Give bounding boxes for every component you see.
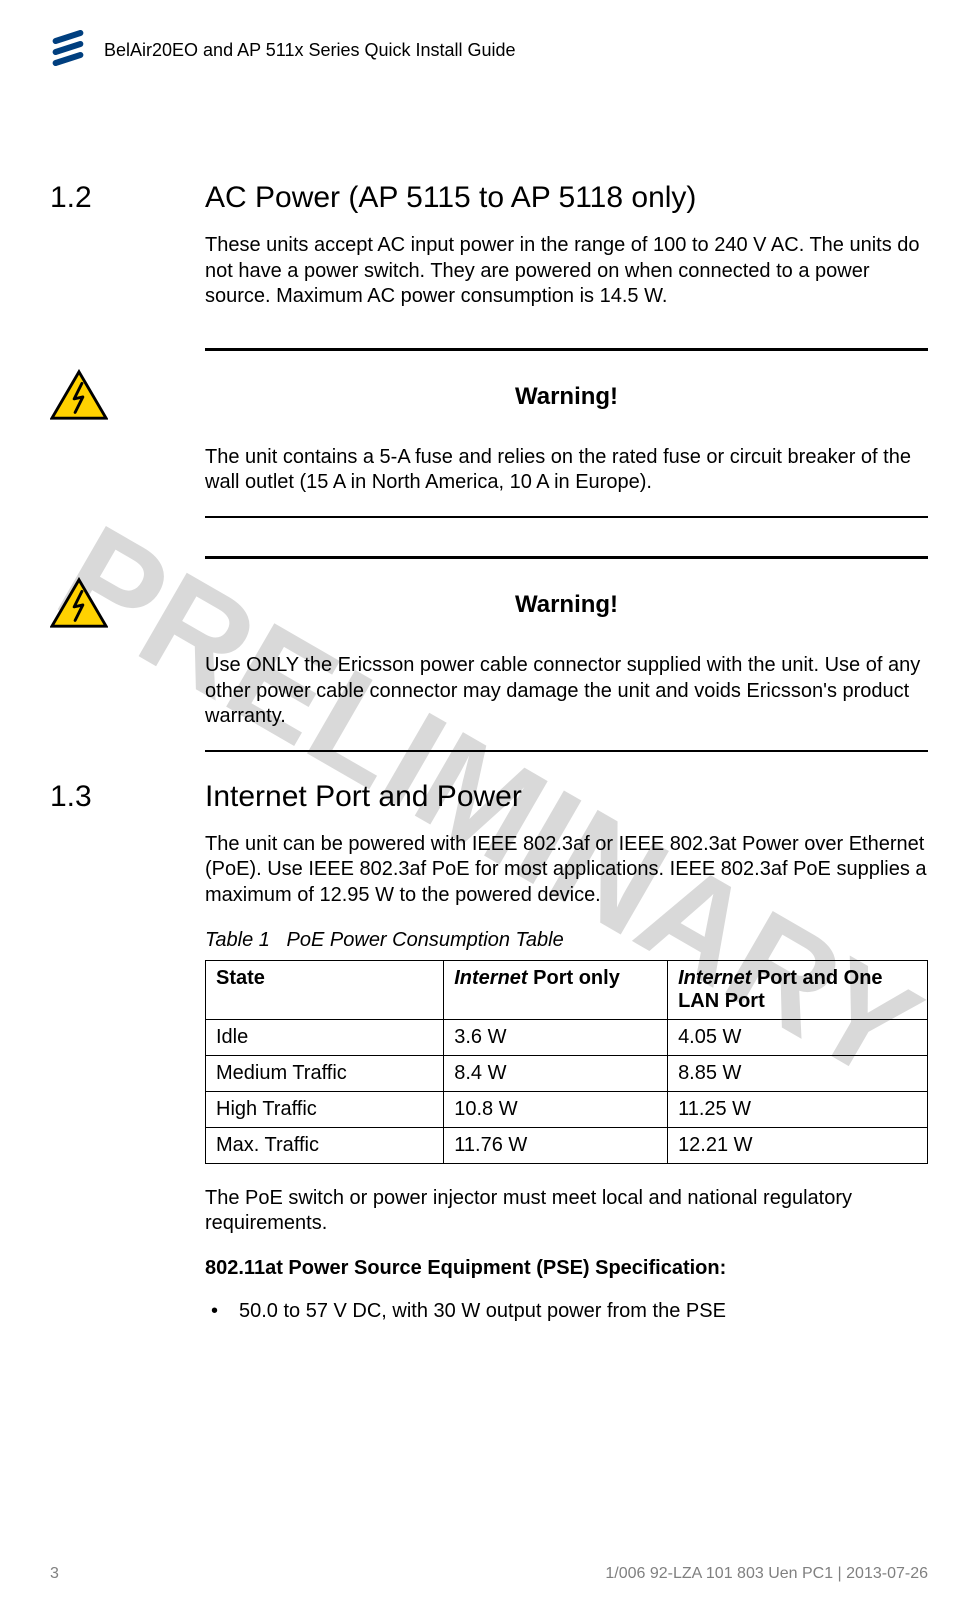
table-cell: 12.21 W bbox=[668, 1127, 928, 1163]
divider bbox=[205, 516, 928, 518]
section-number: 1.2 bbox=[50, 181, 205, 215]
list-item: 50.0 to 57 V DC, with 30 W output power … bbox=[205, 1298, 928, 1324]
table-cell: 3.6 W bbox=[444, 1019, 668, 1055]
table-caption: Table 1 PoE Power Consumption Table bbox=[205, 929, 928, 952]
table-cell: 4.05 W bbox=[668, 1019, 928, 1055]
table-row: Max. Traffic 11.76 W 12.21 W bbox=[206, 1127, 928, 1163]
divider bbox=[205, 556, 928, 559]
footer-sep: | bbox=[833, 1565, 846, 1582]
warning-triangle-icon bbox=[50, 577, 108, 629]
table-header-cell: State bbox=[206, 960, 444, 1019]
table-header-cell: Internet Port and One LAN Port bbox=[668, 960, 928, 1019]
page-header: BelAir20EO and AP 511x Series Quick Inst… bbox=[50, 30, 928, 71]
warning-label: Warning! bbox=[205, 383, 928, 411]
bullet-list: 50.0 to 57 V DC, with 30 W output power … bbox=[205, 1298, 928, 1324]
warning-row: Warning! The unit contains a 5-A fuse an… bbox=[50, 369, 928, 518]
pse-spec-heading: 802.11at Power Source Equipment (PSE) Sp… bbox=[205, 1257, 928, 1280]
page-footer: 3 1/006 92-LZA 101 803 Uen PC1 | 2013-07… bbox=[0, 1565, 978, 1583]
table-header-cell: Internet Port only bbox=[444, 960, 668, 1019]
divider bbox=[205, 750, 928, 752]
table-header-row: State Internet Port only Internet Port a… bbox=[206, 960, 928, 1019]
table-cell: Max. Traffic bbox=[206, 1127, 444, 1163]
footer-date: 2013-07-26 bbox=[846, 1565, 928, 1582]
footer-doc-id: 1/006 92-LZA 101 803 Uen PC1 bbox=[605, 1565, 833, 1582]
warning-block-1 bbox=[50, 348, 928, 351]
warning-text: Use ONLY the Ericsson power cable connec… bbox=[205, 653, 928, 730]
section-title: AC Power (AP 5115 to AP 5118 only) bbox=[205, 181, 928, 215]
divider bbox=[205, 348, 928, 351]
ericsson-logo-icon bbox=[50, 30, 86, 71]
warning-row: Warning! Use ONLY the Ericsson power cab… bbox=[50, 577, 928, 752]
table-cell: 11.25 W bbox=[668, 1091, 928, 1127]
warning-triangle-icon bbox=[50, 369, 108, 421]
section-paragraph: These units accept AC input power in the… bbox=[205, 233, 928, 310]
table-cell: High Traffic bbox=[206, 1091, 444, 1127]
table-cell: 10.8 W bbox=[444, 1091, 668, 1127]
header-doc-title: BelAir20EO and AP 511x Series Quick Inst… bbox=[104, 40, 516, 61]
section-1-3: 1.3 Internet Port and Power The unit can… bbox=[50, 780, 928, 1324]
section-paragraph: The unit can be powered with IEEE 802.3a… bbox=[205, 832, 928, 909]
table-row: Idle 3.6 W 4.05 W bbox=[206, 1019, 928, 1055]
section-title: Internet Port and Power bbox=[205, 780, 928, 814]
warning-text: The unit contains a 5-A fuse and relies … bbox=[205, 445, 928, 496]
section-number: 1.3 bbox=[50, 780, 205, 814]
table-caption-text: PoE Power Consumption Table bbox=[287, 929, 564, 951]
table-cell: 8.4 W bbox=[444, 1055, 668, 1091]
page-number: 3 bbox=[50, 1565, 59, 1583]
table-row: Medium Traffic 8.4 W 8.85 W bbox=[206, 1055, 928, 1091]
table-cell: Medium Traffic bbox=[206, 1055, 444, 1091]
warning-label: Warning! bbox=[205, 591, 928, 619]
table-cell: 8.85 W bbox=[668, 1055, 928, 1091]
section-paragraph: The PoE switch or power injector must me… bbox=[205, 1186, 928, 1237]
footer-doc-info: 1/006 92-LZA 101 803 Uen PC1 | 2013-07-2… bbox=[605, 1565, 928, 1583]
warning-block-2 bbox=[50, 556, 928, 559]
header-text: Port only bbox=[528, 967, 620, 989]
table-cell: Idle bbox=[206, 1019, 444, 1055]
table-cell: 11.76 W bbox=[444, 1127, 668, 1163]
italic-term: Internet bbox=[678, 967, 751, 989]
table-row: High Traffic 10.8 W 11.25 W bbox=[206, 1091, 928, 1127]
poe-table: State Internet Port only Internet Port a… bbox=[205, 960, 928, 1164]
section-1-2: 1.2 AC Power (AP 5115 to AP 5118 only) T… bbox=[50, 181, 928, 330]
table-caption-num: Table 1 bbox=[205, 929, 270, 951]
italic-term: Internet bbox=[454, 967, 527, 989]
